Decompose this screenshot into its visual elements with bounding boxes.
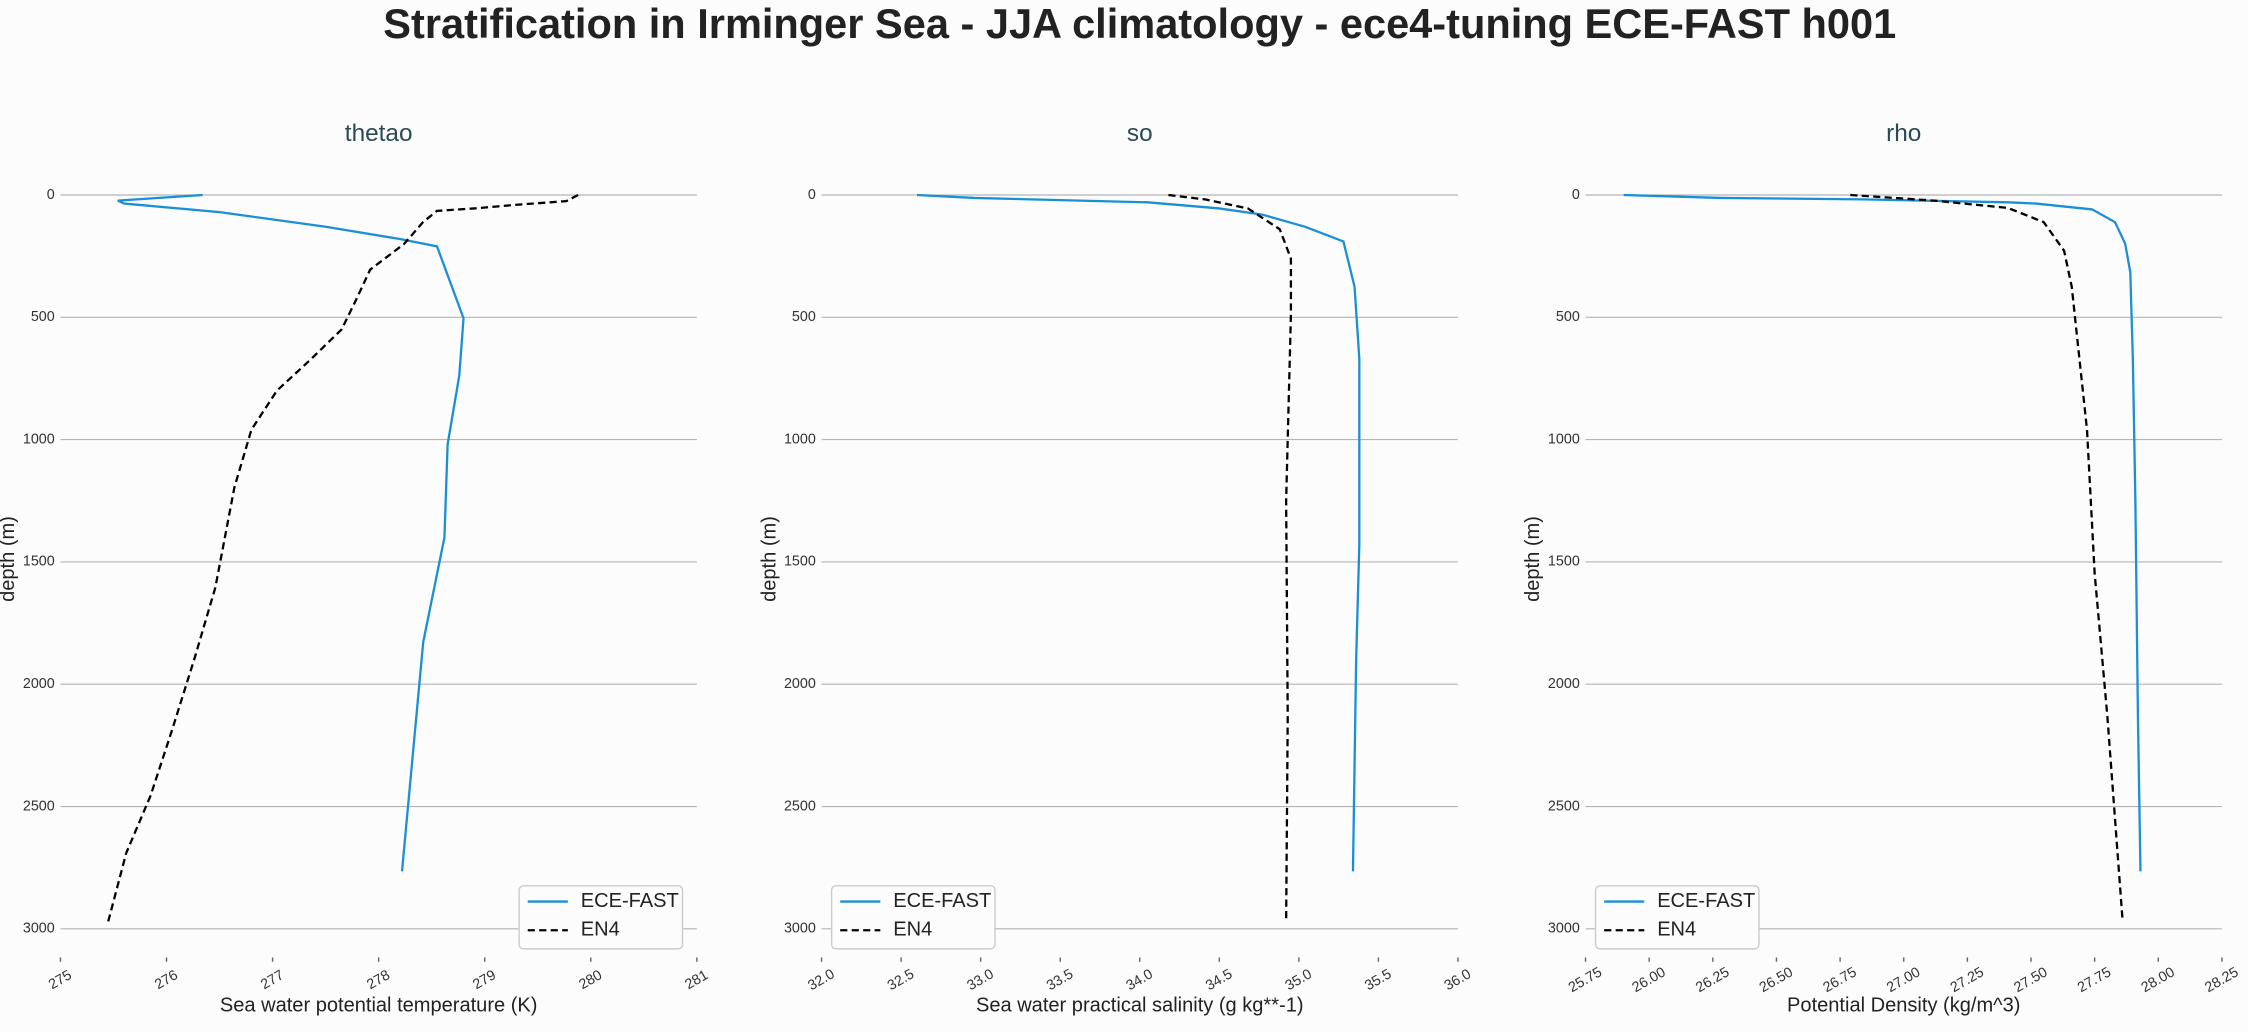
plot-area bbox=[821, 172, 1458, 958]
y-tick-label: 0 bbox=[1572, 187, 1580, 203]
x-axis-label: Sea water potential temperature (K) bbox=[220, 994, 538, 1016]
y-tick-label: 2000 bbox=[23, 676, 55, 692]
profile-line bbox=[107, 193, 579, 922]
profile-line bbox=[1623, 193, 2142, 872]
profile-line bbox=[117, 193, 465, 872]
y-tick-label: 2000 bbox=[1548, 676, 1580, 692]
legend-label: EN4 bbox=[1657, 919, 1696, 941]
y-tick-label: 1500 bbox=[1548, 554, 1580, 570]
y-tick-label: 1000 bbox=[1548, 431, 1580, 447]
x-axis-label: Potential Density (kg/m^3) bbox=[1787, 994, 2020, 1016]
y-tick-label: 1500 bbox=[784, 554, 816, 570]
y-tick-label: 2500 bbox=[1548, 798, 1580, 814]
plot-area bbox=[1585, 172, 2222, 958]
y-tick-label: 500 bbox=[31, 309, 55, 325]
legend-label: ECE-FAST bbox=[581, 890, 679, 912]
plot-area bbox=[60, 172, 697, 958]
panel-title: thetao bbox=[345, 120, 413, 147]
y-tick-label: 0 bbox=[808, 187, 816, 203]
y-tick-label: 2000 bbox=[784, 676, 816, 692]
profile-line bbox=[916, 193, 1361, 872]
x-axis-label: Sea water practical salinity (g kg**-1) bbox=[976, 994, 1304, 1016]
y-tick-label: 0 bbox=[47, 187, 55, 203]
legend-label: EN4 bbox=[581, 919, 620, 941]
y-tick-label: 3000 bbox=[23, 921, 55, 937]
y-tick-label: 2500 bbox=[784, 798, 816, 814]
profile-line bbox=[1168, 193, 1293, 922]
y-tick-label: 500 bbox=[1556, 309, 1580, 325]
profile-line bbox=[1850, 193, 2124, 922]
y-tick-label: 3000 bbox=[784, 921, 816, 937]
y-tick-label: 2500 bbox=[23, 798, 55, 814]
panel-title: so bbox=[1127, 120, 1153, 147]
y-tick-label: 500 bbox=[792, 309, 816, 325]
y-tick-label: 1500 bbox=[23, 554, 55, 570]
legend-label: ECE-FAST bbox=[893, 890, 991, 912]
y-axis-label: depth (m) bbox=[758, 516, 780, 602]
y-axis-label: depth (m) bbox=[1522, 516, 1544, 602]
legend-label: ECE-FAST bbox=[1657, 890, 1755, 912]
y-tick-label: 3000 bbox=[1548, 921, 1580, 937]
panel-title: rho bbox=[1886, 120, 1921, 147]
y-axis-label: depth (m) bbox=[0, 516, 19, 602]
y-tick-label: 1000 bbox=[23, 431, 55, 447]
y-tick-label: 1000 bbox=[784, 431, 816, 447]
legend-label: EN4 bbox=[893, 919, 932, 941]
figure-title: Stratification in Irminger Sea - JJA cli… bbox=[383, 0, 1896, 47]
